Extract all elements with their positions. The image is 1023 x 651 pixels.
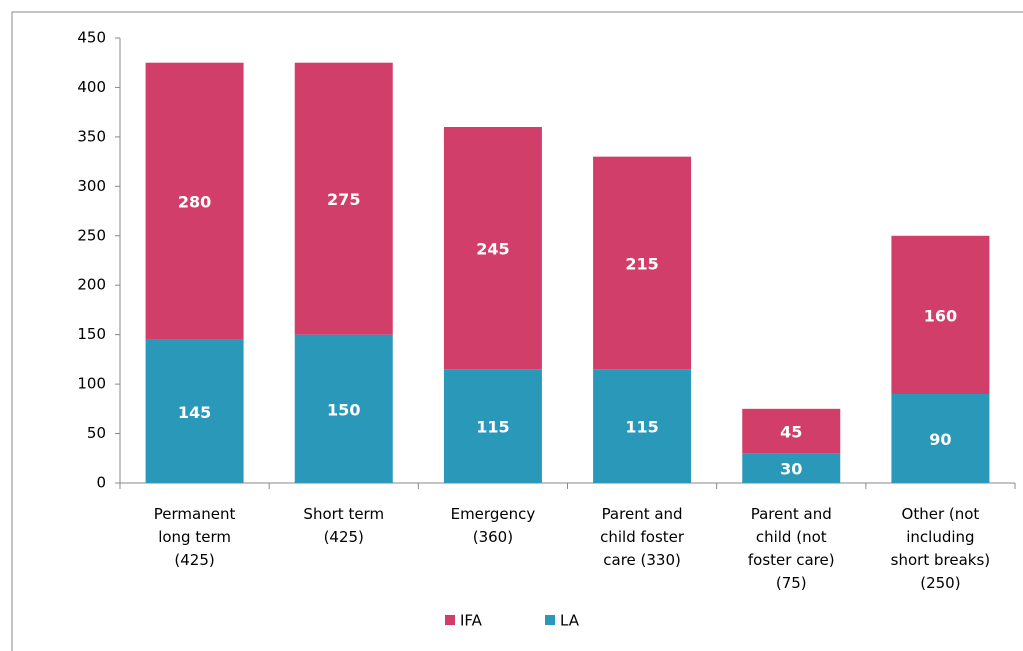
data-label: 90 bbox=[929, 430, 951, 449]
y-tick-label: 150 bbox=[77, 325, 106, 343]
bar-segment bbox=[742, 408, 841, 454]
data-label: 245 bbox=[476, 240, 509, 259]
x-tick-label: Permanent long term (425) bbox=[153, 505, 236, 569]
y-tick-label: 200 bbox=[77, 276, 106, 294]
data-label: 45 bbox=[780, 423, 802, 442]
y-tick-label: 350 bbox=[77, 127, 106, 145]
x-tick-label: Other (not including short breaks) (250) bbox=[890, 505, 991, 592]
bar-segment bbox=[891, 394, 990, 483]
x-tick-label: Emergency (360) bbox=[450, 505, 536, 546]
bar-segment bbox=[145, 62, 244, 340]
bar-segment bbox=[294, 334, 393, 483]
x-tick-label: Parent and child foster care (330) bbox=[600, 505, 685, 569]
bar-segment bbox=[443, 127, 542, 370]
data-label: 145 bbox=[178, 403, 211, 422]
bar-segment bbox=[294, 62, 393, 335]
data-label: 215 bbox=[625, 254, 658, 273]
chart-frame bbox=[11, 11, 1023, 651]
bar-segment bbox=[742, 453, 841, 483]
x-tick-label: Short term (425) bbox=[303, 505, 385, 546]
legend-label: IFA bbox=[460, 612, 483, 630]
y-tick-label: 0 bbox=[96, 474, 106, 492]
y-tick-label: 250 bbox=[77, 226, 106, 244]
bar-segment bbox=[593, 369, 692, 483]
data-label: 115 bbox=[476, 418, 509, 437]
data-label: 280 bbox=[178, 193, 211, 212]
data-label: 160 bbox=[924, 306, 957, 325]
bar-segment bbox=[593, 156, 692, 370]
y-tick-label: 400 bbox=[77, 78, 106, 96]
legend-swatch bbox=[545, 615, 555, 625]
y-tick-label: 50 bbox=[87, 424, 106, 442]
x-tick-label: Parent and child (not foster care) (75) bbox=[747, 505, 835, 592]
y-tick-label: 100 bbox=[77, 375, 106, 393]
data-label: 150 bbox=[327, 400, 360, 419]
data-label: 275 bbox=[327, 190, 360, 209]
legend-swatch bbox=[445, 615, 455, 625]
bar-segment bbox=[443, 369, 542, 483]
data-label: 30 bbox=[780, 460, 802, 479]
y-tick-label: 450 bbox=[77, 29, 106, 47]
y-tick-label: 300 bbox=[77, 177, 106, 195]
bar-segment bbox=[145, 339, 244, 483]
legend-label: LA bbox=[560, 612, 580, 630]
bar-segment bbox=[891, 235, 990, 394]
data-label: 115 bbox=[625, 418, 658, 437]
